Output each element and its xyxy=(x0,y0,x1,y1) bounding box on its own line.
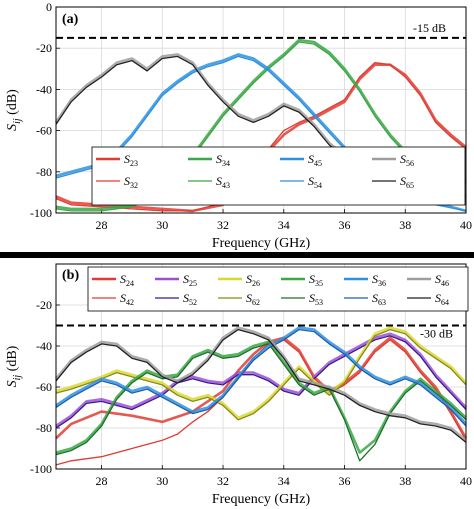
x-tick-label: 38 xyxy=(399,218,411,232)
y-tick-label: -20 xyxy=(36,298,52,312)
y-tick-label: -80 xyxy=(36,421,52,435)
y-axis-label: Sij (dB) xyxy=(5,89,23,131)
y-axis-label: Sij (dB) xyxy=(5,345,23,387)
x-tick-label: 40 xyxy=(460,474,472,488)
threshold-label: -30 dB xyxy=(420,327,453,341)
legend-box xyxy=(87,266,469,312)
legend-entry-s64: S64 xyxy=(435,291,449,307)
legend-entry-s46: S46 xyxy=(435,272,449,288)
series-line-s46 xyxy=(54,326,467,442)
x-tick-label: 30 xyxy=(156,474,168,488)
x-axis-label: Frequency (GHz) xyxy=(212,492,311,507)
legend-entry-s32: S32 xyxy=(124,174,138,190)
x-tick-label: 36 xyxy=(339,218,351,232)
legend-entry-s56: S56 xyxy=(400,152,414,168)
legend-entry-s26: S26 xyxy=(246,272,260,288)
legend-entry-s45: S45 xyxy=(308,152,322,168)
legend-entry-s43: S43 xyxy=(216,174,230,190)
series-line-s25 xyxy=(55,332,467,428)
plot-frame xyxy=(55,6,467,214)
series-line-s35 xyxy=(55,340,467,454)
x-tick-label: 40 xyxy=(460,218,472,232)
series-line-s53 xyxy=(55,343,467,462)
x-tick-label: 34 xyxy=(278,218,290,232)
panel-label: (b) xyxy=(62,268,79,283)
legend-entry-s54: S54 xyxy=(308,174,322,190)
legend-entry-s25: S25 xyxy=(183,272,197,288)
legend-entry-s65: S65 xyxy=(400,174,414,190)
series-line-s32 xyxy=(55,61,467,212)
x-tick-label: 34 xyxy=(278,474,290,488)
series-line-s63 xyxy=(55,328,467,427)
panel-label: (a) xyxy=(62,12,79,27)
series-line-s24 xyxy=(55,336,468,440)
series-line-s23 xyxy=(55,63,467,213)
plot-frame xyxy=(55,263,467,470)
x-axis-label: Frequency (GHz) xyxy=(212,236,311,251)
legend-box xyxy=(91,146,466,206)
y-tick-label: 0 xyxy=(46,0,52,14)
legend-entry-s36: S36 xyxy=(372,272,386,288)
x-tick-label: 32 xyxy=(217,474,229,488)
legend-entry-s52: S52 xyxy=(183,291,197,307)
x-tick-label: 38 xyxy=(399,474,411,488)
legend-entry-s42: S42 xyxy=(120,291,134,307)
y-tick-label: -80 xyxy=(36,165,52,179)
series-line-s52 xyxy=(55,335,467,429)
legend-entry-s53: S53 xyxy=(309,291,323,307)
y-tick-label: -100 xyxy=(30,462,52,476)
x-tick-label: 32 xyxy=(217,218,229,232)
legend-entry-s35: S35 xyxy=(309,272,323,288)
y-tick-label: -40 xyxy=(36,339,52,353)
legend-entry-s24: S24 xyxy=(120,272,134,288)
legend-entry-s62: S62 xyxy=(246,291,260,307)
legend-entry-s23: S23 xyxy=(124,152,138,168)
y-tick-label: -60 xyxy=(36,380,52,394)
y-tick-label: -100 xyxy=(30,206,52,220)
x-tick-label: 28 xyxy=(96,218,108,232)
threshold-label: -15 dB xyxy=(413,21,446,35)
legend-entry-s34: S34 xyxy=(216,152,230,168)
series-line-s36 xyxy=(55,326,467,425)
series-line-s64 xyxy=(55,328,467,443)
x-tick-label: 36 xyxy=(339,474,351,488)
y-tick-label: -60 xyxy=(36,124,52,138)
legend-entry-s63: S63 xyxy=(372,291,386,307)
y-tick-label: -20 xyxy=(36,41,52,55)
y-tick-label: -40 xyxy=(36,82,52,96)
x-tick-label: 30 xyxy=(156,218,168,232)
x-tick-label: 28 xyxy=(96,474,108,488)
